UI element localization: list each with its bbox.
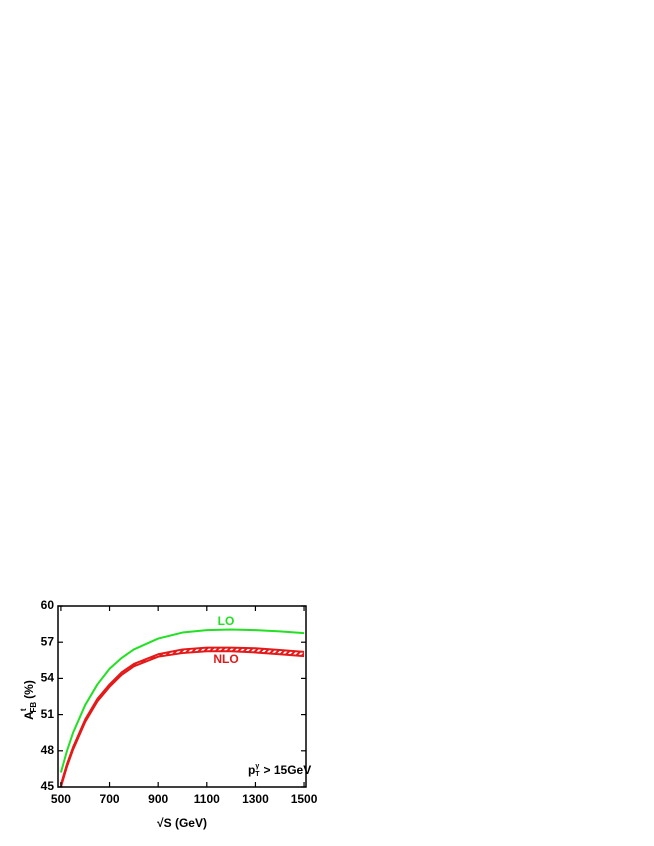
y-axis-title: AtFB (%) <box>19 680 38 720</box>
y-tick-label: 54 <box>41 671 55 685</box>
cut-label: pγ T > 15GeV <box>248 763 311 778</box>
y-tick-label: 57 <box>41 634 55 648</box>
cut-sup: γ <box>255 763 259 770</box>
x-tick-label: 700 <box>100 792 120 806</box>
series-line <box>59 650 305 787</box>
y-title-sub: FB <box>29 702 38 713</box>
x-tick-label: 1300 <box>242 792 269 806</box>
y-tick-label: 51 <box>41 707 55 721</box>
cut-rest: > 15GeV <box>264 763 312 777</box>
y-tick-label: 45 <box>41 779 55 793</box>
x-axis-title: √S (GeV) <box>157 816 207 830</box>
y-title-unit: (%) <box>22 680 36 699</box>
x-tick-label: 1100 <box>194 792 220 806</box>
y-tick-label: 48 <box>41 743 55 757</box>
cut-sub: T <box>255 771 260 778</box>
x-tick-label: 500 <box>51 792 71 806</box>
nlo-label: NLO <box>213 652 238 666</box>
lo-label: LO <box>218 614 235 628</box>
series-line <box>59 628 305 773</box>
y-title-sup: t <box>19 708 28 711</box>
x-tick-label: 900 <box>148 792 168 806</box>
y-title-main: A <box>22 711 36 720</box>
x-tick-label: 1500 <box>291 792 318 806</box>
plot-area <box>59 628 305 787</box>
cut-main: p <box>248 763 255 777</box>
y-tick-label: 60 <box>41 598 55 612</box>
frame <box>57 605 307 788</box>
